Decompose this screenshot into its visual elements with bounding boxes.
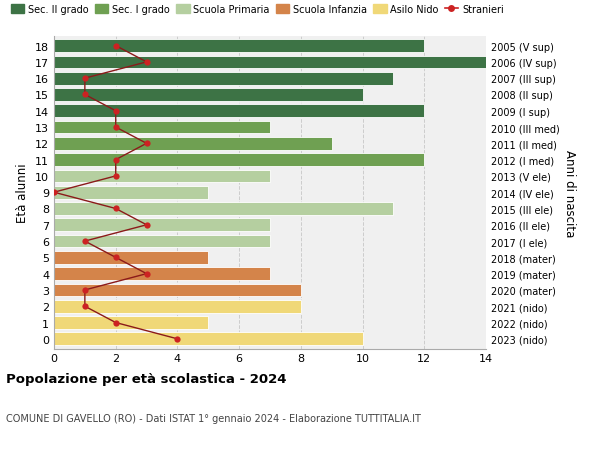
Bar — [54, 186, 208, 199]
Bar — [54, 317, 208, 329]
Bar — [54, 56, 486, 69]
Text: COMUNE DI GAVELLO (RO) - Dati ISTAT 1° gennaio 2024 - Elaborazione TUTTITALIA.IT: COMUNE DI GAVELLO (RO) - Dati ISTAT 1° g… — [6, 413, 421, 423]
Bar — [54, 219, 270, 232]
Bar — [54, 268, 270, 280]
Bar — [54, 105, 424, 118]
Bar — [54, 333, 362, 346]
Text: Popolazione per età scolastica - 2024: Popolazione per età scolastica - 2024 — [6, 372, 287, 385]
Y-axis label: Età alunni: Età alunni — [16, 163, 29, 223]
Bar — [54, 170, 270, 183]
Bar — [54, 284, 301, 297]
Bar — [54, 89, 362, 101]
Legend: Sec. II grado, Sec. I grado, Scuola Primaria, Scuola Infanzia, Asilo Nido, Stran: Sec. II grado, Sec. I grado, Scuola Prim… — [11, 5, 504, 15]
Bar — [54, 40, 424, 53]
Bar — [54, 122, 270, 134]
Bar — [54, 300, 301, 313]
Bar — [54, 252, 208, 264]
Bar — [54, 73, 394, 85]
Bar — [54, 203, 394, 215]
Bar — [54, 235, 270, 248]
Bar — [54, 154, 424, 167]
Bar — [54, 138, 332, 151]
Y-axis label: Anni di nascita: Anni di nascita — [563, 149, 576, 236]
